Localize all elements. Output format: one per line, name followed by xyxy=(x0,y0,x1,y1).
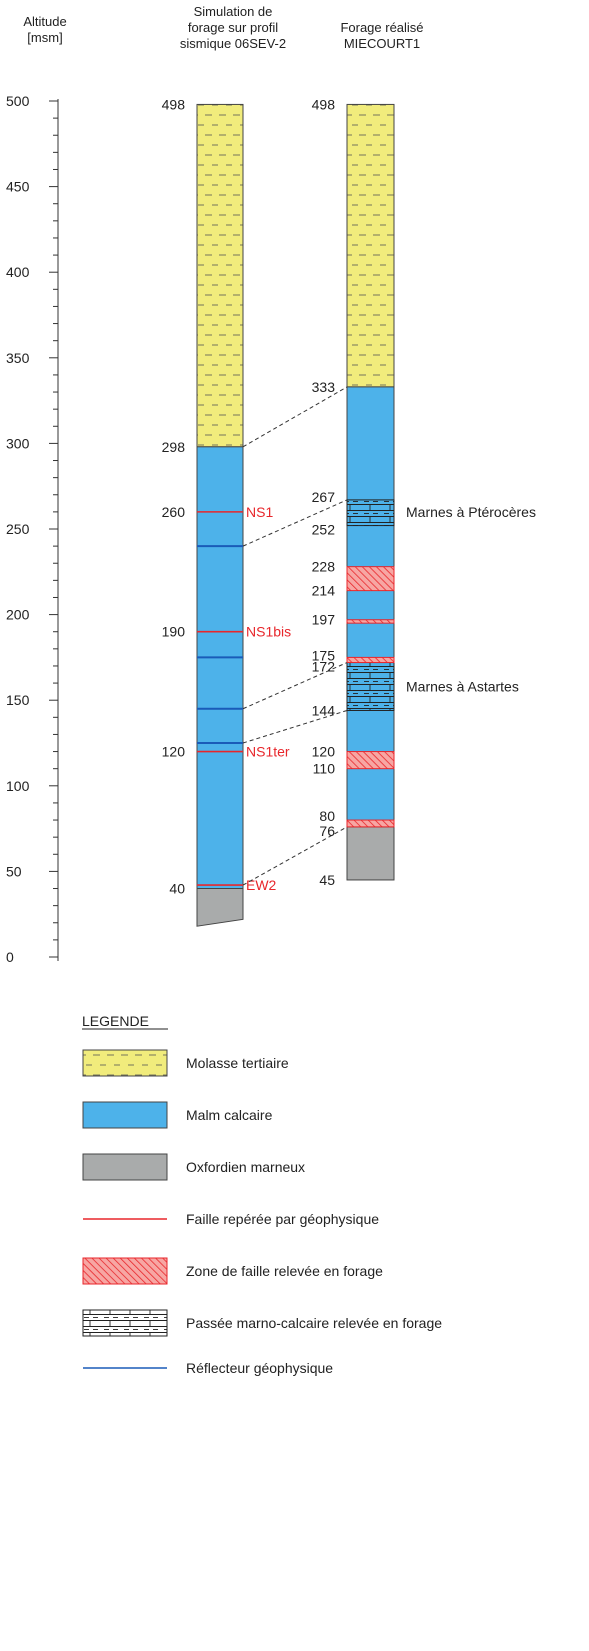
correlation-line-4 xyxy=(242,826,348,886)
axis-tick-label-400: 400 xyxy=(6,264,30,280)
legend-swatch-molasse xyxy=(82,1049,168,1077)
legend-label-reflector: Réflecteur géophysique xyxy=(186,1360,333,1376)
legend-label-molasse: Molasse tertiaire xyxy=(186,1055,289,1071)
borehole-header: Forage réalisé MIECOURT1 xyxy=(322,20,442,52)
simulation-depth-298: 298 xyxy=(162,439,186,455)
borehole-depth-214: 214 xyxy=(312,583,336,599)
legend-label-fault-line: Faille repérée par géophysique xyxy=(186,1211,379,1227)
legend-label-malm: Malm calcaire xyxy=(186,1107,273,1123)
borehole-fault-zone-1 xyxy=(346,619,395,624)
simulation-fault-label-ns1: NS1 xyxy=(246,504,273,520)
borehole-fault-zone-0 xyxy=(346,566,395,592)
borehole-marl-zone-1 xyxy=(346,662,395,711)
axis-tick-label-100: 100 xyxy=(6,778,30,794)
axis-tick-label-500: 500 xyxy=(6,93,30,109)
simulation-fault-label-ew2: EW2 xyxy=(246,877,277,893)
borehole-depth-197: 197 xyxy=(312,612,336,628)
legend-title: LEGENDE xyxy=(82,1013,149,1029)
simulation-header-line1: Simulation de xyxy=(193,4,273,19)
borehole-depth-120: 120 xyxy=(312,744,336,760)
borehole-depth-228: 228 xyxy=(312,559,336,575)
simulation-column: NS1 NS1bis NS1ter EW2 xyxy=(196,103,291,927)
borehole-depth-267: 267 xyxy=(312,489,336,505)
borehole-depth-333: 333 xyxy=(312,379,336,395)
borehole-depth-45: 45 xyxy=(319,872,335,888)
borehole-annotation-pterocere: Marnes à Ptérocères xyxy=(406,504,536,520)
legend-label-oxfordien: Oxfordien marneux xyxy=(186,1159,305,1175)
simulation-header-line2: forage sur profil xyxy=(187,20,279,35)
axis-tick-label-200: 200 xyxy=(6,607,30,623)
borehole-annotation-astartes: Marnes à Astartes xyxy=(406,679,519,695)
borehole-depth-252: 252 xyxy=(312,522,336,538)
correlation-line-0 xyxy=(242,386,348,448)
legend-swatch-oxfordien xyxy=(82,1153,168,1181)
axis-tick-label-450: 450 xyxy=(6,179,30,195)
simulation-depth-498: 498 xyxy=(162,96,186,112)
legend-label-marl: Passée marno-calcaire relevée en forage xyxy=(186,1315,442,1331)
borehole-depth-498: 498 xyxy=(312,96,336,112)
legend-swatch-marl xyxy=(82,1309,168,1337)
legend-swatch-malm xyxy=(82,1101,168,1129)
axis-tick-label-350: 350 xyxy=(6,350,30,366)
borehole-header-line2: MIECOURT1 xyxy=(343,36,421,51)
borehole-depth-110: 110 xyxy=(313,761,336,777)
legend: LEGENDE Molasse tertiaire Malm calcaire Oxf… xyxy=(82,1013,442,1376)
simulation-depth-260: 260 xyxy=(162,504,186,520)
borehole-depth-80: 80 xyxy=(319,808,335,824)
simulation-fault-label-ns1bis: NS1bis xyxy=(246,624,291,640)
borehole-depth-175: 175 xyxy=(312,647,336,663)
borehole-header-line1: Forage réalisé xyxy=(340,20,424,35)
axis-tick-label-150: 150 xyxy=(6,692,30,708)
axis-tick-label-250: 250 xyxy=(6,521,30,537)
borehole-fault-zone-3 xyxy=(346,751,395,770)
borehole-molasse xyxy=(346,103,395,388)
simulation-fault-label-ns1ter: NS1ter xyxy=(246,744,290,760)
depth-labels: 498 298 260 190 120 40 498 333 267 252 228 214 197 17… xyxy=(162,96,336,896)
axis-tick-label-300: 300 xyxy=(6,435,30,451)
axis-header-line2: [msm] xyxy=(27,30,63,45)
simulation-malm xyxy=(196,446,244,890)
borehole-fault-zone-2 xyxy=(346,656,395,664)
borehole-oxfordien xyxy=(346,826,395,881)
borehole-column: Marnes à Ptérocères Marnes à Astartes xyxy=(346,103,536,881)
borehole-fault-zone-4 xyxy=(346,819,395,828)
correlation-line-1 xyxy=(242,499,348,547)
borehole-depth-172: 172 xyxy=(312,659,336,675)
simulation-depth-120: 120 xyxy=(162,744,186,760)
correlation-lines xyxy=(242,386,348,886)
axis-header: Altitude [msm] xyxy=(10,14,80,46)
simulation-header-line3: sismique 06SEV-2 xyxy=(179,36,287,51)
axis-header-line1: Altitude xyxy=(23,14,67,29)
simulation-oxfordien xyxy=(196,888,244,927)
simulation-depth-40: 40 xyxy=(169,881,185,897)
legend-label-fault-zone: Zone de faille relevée en forage xyxy=(186,1263,383,1279)
simulation-header: Simulation de forage sur profil sismique… xyxy=(168,4,298,52)
borehole-depth-144: 144 xyxy=(312,702,336,718)
simulation-molasse xyxy=(196,103,244,448)
correlation-line-2 xyxy=(242,662,348,710)
axis-tick-label-50: 50 xyxy=(6,863,22,879)
axis-tick-label-0: 0 xyxy=(6,949,14,965)
simulation-depth-190: 190 xyxy=(162,624,186,640)
borehole-depth-76: 76 xyxy=(319,823,335,839)
borehole-marl-zone-0 xyxy=(346,499,395,527)
legend-swatch-fault-zone xyxy=(82,1257,168,1285)
